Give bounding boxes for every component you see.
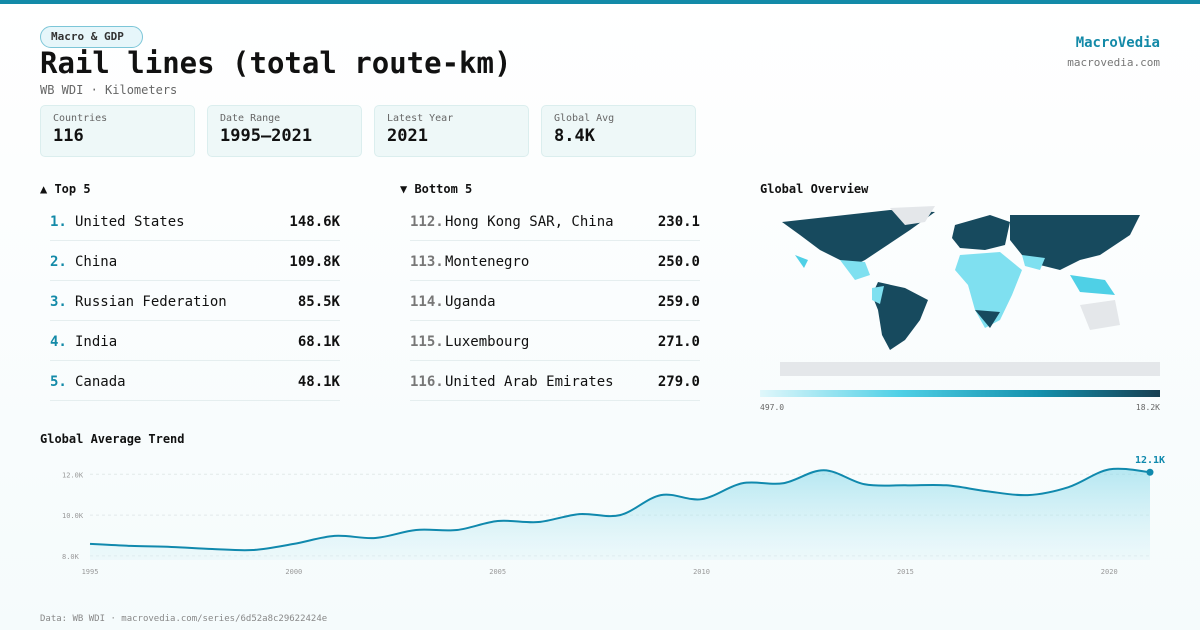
island xyxy=(795,255,808,268)
rank: 2. xyxy=(50,254,67,270)
x-tick-label: 2005 xyxy=(489,568,506,576)
title: Rail lines (total route-km) xyxy=(40,46,512,80)
x-tick-label: 2000 xyxy=(285,568,302,576)
stat-card: Countries 116 xyxy=(40,105,195,157)
south-america xyxy=(872,282,928,350)
x-tick-label: 2010 xyxy=(693,568,710,576)
y-tick-label: 12.0K xyxy=(62,471,84,479)
southeast-asia xyxy=(1070,275,1115,295)
stat-value: 116 xyxy=(53,126,84,146)
rank: 116. xyxy=(410,374,444,390)
stat-value: 1995–2021 xyxy=(220,126,313,146)
value: 148.6K xyxy=(289,214,340,230)
stat-label: Global Avg xyxy=(554,113,615,124)
country: Luxembourg xyxy=(445,334,530,350)
list-row: 1. United States 148.6K xyxy=(50,201,340,241)
list-row: 2. China 109.8K xyxy=(50,241,340,281)
x-tick-label: 2015 xyxy=(897,568,914,576)
andes xyxy=(872,286,884,304)
europe xyxy=(952,215,1010,250)
stat-label: Latest Year xyxy=(387,113,454,124)
country: China xyxy=(75,254,118,270)
greenland xyxy=(890,206,935,225)
x-tick-label: 2020 xyxy=(1101,568,1118,576)
africa xyxy=(955,252,1022,328)
rank: 115. xyxy=(410,334,444,350)
top-title: ▲ Top 5 xyxy=(40,182,91,196)
list-row: 116. United Arab Emirates 279.0 xyxy=(410,361,700,401)
rank: 1. xyxy=(50,214,67,230)
badge: Macro & GDP xyxy=(40,26,143,48)
chart-title: Global Average Trend xyxy=(40,432,185,446)
world-map xyxy=(780,206,1160,376)
australia xyxy=(1080,300,1120,330)
country: United Arab Emirates xyxy=(445,374,614,390)
top-bar xyxy=(0,0,1200,4)
brand: MacroVedia xyxy=(1075,35,1160,51)
list-row: 113. Montenegro 250.0 xyxy=(410,241,700,281)
central-america xyxy=(840,260,870,280)
stat-card: Global Avg 8.4K xyxy=(541,105,696,157)
map-title: Global Overview xyxy=(760,182,869,196)
rank: 113. xyxy=(410,254,444,270)
asia xyxy=(1010,215,1140,270)
list-row: 115. Luxembourg 271.0 xyxy=(410,321,700,361)
stat-label: Date Range xyxy=(220,113,281,124)
value: 48.1K xyxy=(297,374,340,390)
value: 109.8K xyxy=(289,254,340,270)
rank: 112. xyxy=(410,214,444,230)
line xyxy=(89,467,1151,552)
stat-card: Date Range 1995–2021 xyxy=(207,105,362,157)
south-africa xyxy=(975,310,1000,328)
middle-east xyxy=(1022,255,1045,270)
value: 85.5K xyxy=(297,294,340,310)
country: India xyxy=(75,334,118,350)
list-row: 112. Hong Kong SAR, China 230.1 xyxy=(410,201,700,241)
footer: Data: WB WDI · macrovedia.com/series/6d5… xyxy=(40,614,328,624)
stat-value: 8.4K xyxy=(554,126,595,146)
subtitle: WB WDI · Kilometers xyxy=(40,83,178,97)
value: 68.1K xyxy=(297,334,340,350)
end-point xyxy=(1146,468,1154,476)
country: Montenegro xyxy=(445,254,530,270)
country: Russian Federation xyxy=(75,294,227,310)
list-row: 5. Canada 48.1K xyxy=(50,361,340,401)
stat-card: Latest Year 2021 xyxy=(374,105,529,157)
rank: 114. xyxy=(410,294,444,310)
bottom-title: ▼ Bottom 5 xyxy=(400,182,473,196)
legend-max: 18.2K xyxy=(1136,403,1160,412)
legend-min: 497.0 xyxy=(760,403,784,412)
antarctica xyxy=(780,362,1160,376)
country: Hong Kong SAR, China xyxy=(445,214,614,230)
list-row: 114. Uganda 259.0 xyxy=(410,281,700,321)
value: 279.0 xyxy=(657,374,700,390)
map: 497.0 18.2K xyxy=(760,206,1160,412)
north-america xyxy=(782,210,935,265)
value: 259.0 xyxy=(657,294,700,310)
y-tick-label: 10.0K xyxy=(62,512,84,520)
rank: 3. xyxy=(50,294,67,310)
y-tick-label: 8.0K xyxy=(62,553,80,561)
x-tick-label: 1995 xyxy=(82,568,99,576)
value-label: 12.1K xyxy=(1135,455,1165,466)
country: United States xyxy=(75,214,185,230)
site: macrovedia.com xyxy=(1067,56,1160,69)
rank: 4. xyxy=(50,334,67,350)
country: Uganda xyxy=(445,294,496,310)
value: 250.0 xyxy=(657,254,700,270)
rank: 5. xyxy=(50,374,67,390)
list-row: 3. Russian Federation 85.5K xyxy=(50,281,340,321)
list-row: 4. India 68.1K xyxy=(50,321,340,361)
legend-gradient xyxy=(760,390,1160,397)
value: 271.0 xyxy=(657,334,700,350)
country: Canada xyxy=(75,374,126,390)
stat-value: 2021 xyxy=(387,126,428,146)
value: 230.1 xyxy=(657,214,700,230)
stat-label: Countries xyxy=(53,113,108,124)
